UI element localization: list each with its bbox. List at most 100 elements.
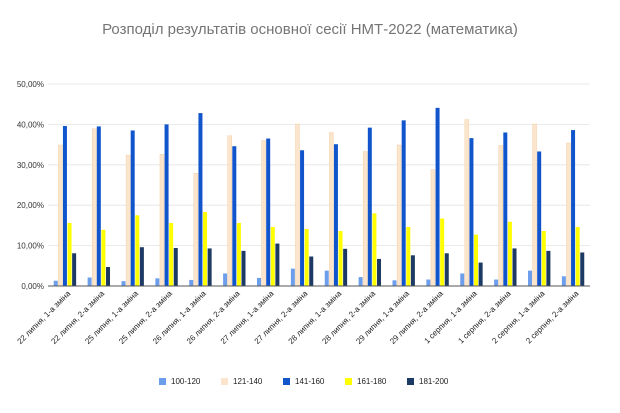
bar-100-120 [155, 278, 160, 286]
bar-100-120 [527, 270, 532, 286]
bar-181-200 [173, 248, 178, 286]
bar-100-120 [392, 280, 397, 286]
bar-161-180 [372, 213, 377, 286]
bar-181-200 [512, 248, 517, 286]
bar-141-160 [469, 138, 474, 286]
legend-label: 121-140 [233, 377, 263, 386]
legend-swatch [345, 378, 352, 385]
bar-141-160 [435, 107, 440, 286]
bar-100-120 [121, 281, 126, 286]
legend-swatch [221, 378, 228, 385]
bar-161-180 [507, 221, 512, 286]
bar-121-140 [193, 173, 199, 287]
legend-label: 181-200 [419, 377, 449, 386]
bar-141-160 [266, 138, 271, 286]
bar-181-200 [207, 248, 212, 286]
bar-121-140 [396, 144, 402, 287]
bar-100-120 [561, 276, 566, 286]
bar-181-200 [72, 253, 77, 286]
legend-label: 141-160 [295, 377, 325, 386]
bar-181-200 [309, 256, 314, 286]
legend-label: 100-120 [171, 377, 201, 386]
bar-181-200 [139, 247, 144, 286]
bar-121-140 [125, 154, 131, 287]
legend: 100-120 121-140 141-160 161-180 181-200 [159, 377, 449, 386]
bar-121-140 [58, 144, 63, 287]
bar-181-200 [106, 267, 111, 286]
bar-100-120 [358, 277, 363, 286]
bar-141-160 [198, 113, 203, 286]
y-axis-tick-labels: 0,00% 10,00% 20,00% 30,00% 40,00% 50,00% [17, 80, 44, 291]
bar-121-140 [159, 154, 165, 287]
legend-label: 161-180 [357, 377, 387, 386]
bar-100-120 [426, 279, 431, 286]
bar-141-160 [367, 127, 372, 286]
bar-121-140 [430, 169, 436, 287]
bar-100-120 [494, 279, 499, 286]
legend-swatch [407, 378, 414, 385]
bar-100-120 [87, 277, 92, 286]
bar-121-140 [227, 135, 232, 287]
bar-161-180 [270, 227, 275, 286]
bar-121-140 [363, 151, 368, 287]
bars [53, 107, 585, 287]
bar-161-180 [440, 218, 445, 286]
bar-141-160 [130, 130, 135, 286]
bar-121-140 [295, 123, 300, 287]
bar-181-200 [410, 255, 415, 286]
bar-161-180 [406, 227, 411, 286]
chart-title: Розподіл результатів основної сесії НМТ-… [102, 21, 518, 38]
bar-161-180 [135, 215, 140, 286]
legend-swatch [283, 378, 290, 385]
bar-121-140 [261, 140, 266, 287]
bar-100-120 [290, 268, 295, 286]
bar-161-180 [169, 222, 174, 286]
bar-121-140 [464, 119, 470, 287]
bar-121-140 [532, 123, 537, 287]
bar-121-140 [566, 142, 571, 287]
y-tick-label: 10,00% [17, 242, 44, 251]
bar-141-160 [232, 146, 237, 286]
bar-161-180 [474, 234, 479, 286]
bar-141-160 [401, 120, 406, 286]
bar-141-160 [503, 132, 508, 286]
bar-121-140 [92, 128, 97, 287]
y-tick-label: 30,00% [17, 161, 44, 170]
bar-181-200 [580, 252, 585, 286]
bar-161-180 [304, 229, 309, 286]
bar-161-180 [338, 231, 343, 286]
y-tick-label: 40,00% [17, 120, 44, 129]
y-tick-label: 20,00% [17, 201, 44, 210]
bar-161-180 [101, 229, 106, 286]
bar-100-120 [189, 279, 194, 286]
bar-100-120 [324, 270, 329, 286]
bar-100-120 [256, 277, 261, 286]
bar-141-160 [333, 144, 338, 286]
bar-141-160 [164, 124, 169, 287]
bar-161-180 [67, 222, 72, 286]
legend-swatch [159, 378, 166, 385]
y-tick-label: 50,00% [17, 80, 44, 89]
bar-121-140 [498, 145, 503, 287]
bar-141-160 [62, 126, 67, 287]
bar-161-180 [541, 231, 546, 286]
bar-141-160 [537, 151, 542, 286]
bar-181-200 [546, 250, 551, 286]
bar-141-160 [96, 126, 101, 286]
bar-181-200 [478, 262, 483, 286]
bar-181-200 [377, 258, 382, 286]
bar-121-140 [329, 132, 334, 287]
bar-100-120 [53, 280, 58, 286]
bar-181-200 [343, 248, 348, 286]
bar-181-200 [275, 243, 280, 286]
bar-141-160 [571, 130, 576, 286]
bar-141-160 [300, 150, 305, 286]
bar-100-120 [460, 273, 465, 286]
bar-161-180 [236, 222, 241, 286]
bar-181-200 [444, 253, 449, 286]
y-tick-label: 0,00% [21, 282, 44, 291]
bar-161-180 [575, 227, 580, 286]
